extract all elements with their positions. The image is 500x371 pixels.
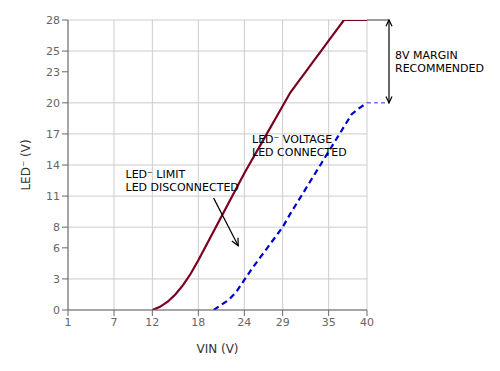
svg-text:LED⁻ LIMITLED DISCONNECTED: LED⁻ LIMITLED DISCONNECTED	[126, 168, 239, 194]
svg-text:8: 8	[53, 221, 60, 234]
svg-text:28: 28	[46, 14, 60, 27]
svg-text:23: 23	[46, 66, 60, 79]
svg-text:12: 12	[145, 316, 159, 329]
svg-text:18: 18	[191, 316, 205, 329]
svg-text:20: 20	[46, 97, 60, 110]
svg-text:8V MARGINRECOMMENDED: 8V MARGINRECOMMENDED	[395, 48, 484, 74]
svg-text:1: 1	[65, 316, 72, 329]
svg-text:VIN (V): VIN (V)	[196, 342, 238, 356]
svg-text:LED⁻ VOLTAGELED CONNECTED: LED⁻ VOLTAGELED CONNECTED	[252, 133, 347, 159]
svg-text:0: 0	[53, 304, 60, 317]
svg-text:24: 24	[237, 316, 251, 329]
svg-text:29: 29	[276, 316, 290, 329]
svg-text:6: 6	[53, 242, 60, 255]
svg-text:11: 11	[46, 190, 60, 203]
svg-text:17: 17	[46, 128, 60, 141]
svg-text:35: 35	[322, 316, 336, 329]
svg-text:LED⁻ (V): LED⁻ (V)	[19, 139, 33, 190]
svg-text:3: 3	[53, 273, 60, 286]
svg-text:14: 14	[46, 159, 60, 172]
svg-text:7: 7	[111, 316, 118, 329]
svg-text:25: 25	[46, 45, 60, 58]
svg-text:40: 40	[360, 316, 374, 329]
